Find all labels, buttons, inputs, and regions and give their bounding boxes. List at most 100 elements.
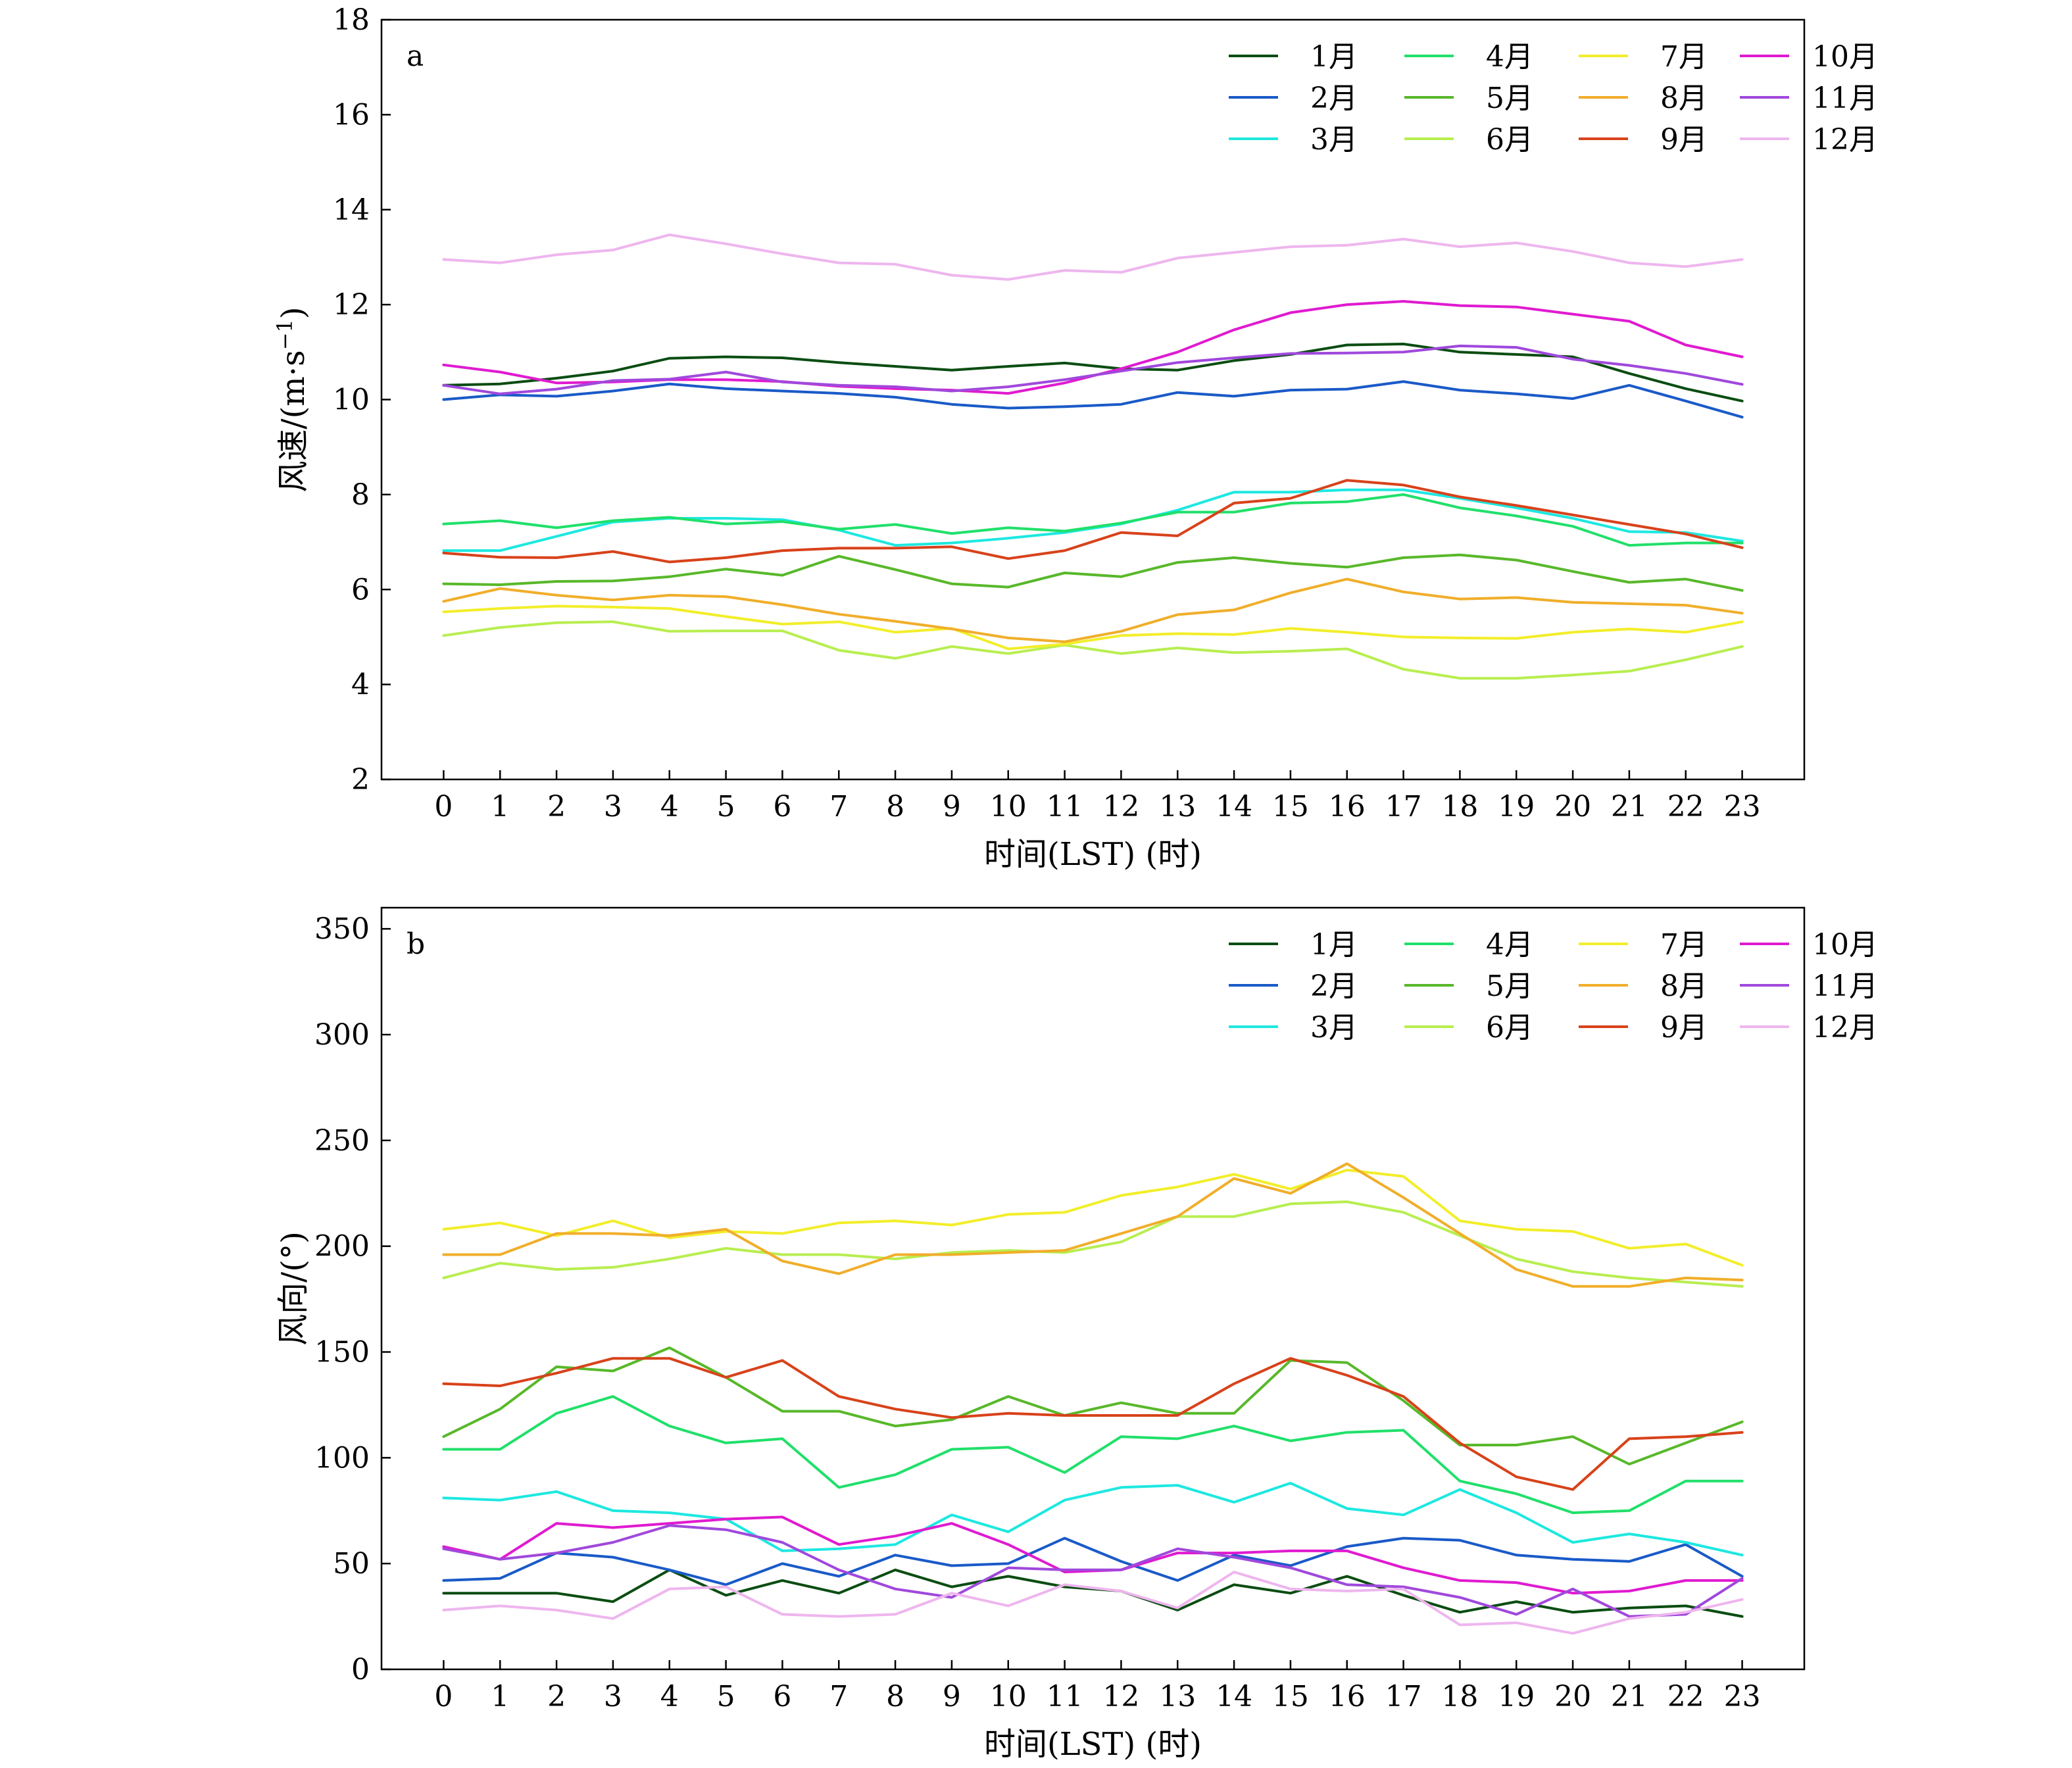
series-line-8 bbox=[442, 1162, 1744, 1288]
x-tick-label: 22 bbox=[1667, 1680, 1704, 1713]
x-tick-label: 4 bbox=[660, 1680, 679, 1713]
legend-label: 8月 bbox=[1660, 970, 1708, 1003]
series-line-2 bbox=[442, 380, 1744, 419]
series-line-1 bbox=[442, 1568, 1744, 1618]
legend-label: 9月 bbox=[1660, 1011, 1708, 1044]
y-tick-label: 150 bbox=[314, 1336, 370, 1369]
x-tick-label: 0 bbox=[434, 1680, 453, 1713]
y-tick-label: 100 bbox=[314, 1441, 370, 1475]
legend-label: 8月 bbox=[1660, 82, 1708, 115]
x-tick-label: 16 bbox=[1329, 790, 1366, 823]
legend-label: 6月 bbox=[1486, 123, 1533, 157]
series-line-9 bbox=[442, 1357, 1744, 1491]
x-tick-label: 3 bbox=[604, 790, 622, 823]
y-tick-label: 200 bbox=[314, 1230, 370, 1264]
series-line-11 bbox=[442, 344, 1744, 395]
y-tick-label: 8 bbox=[351, 478, 370, 512]
x-tick-label: 14 bbox=[1216, 1680, 1252, 1713]
series-line-6 bbox=[442, 1200, 1744, 1288]
x-tick-label: 23 bbox=[1724, 790, 1761, 823]
y-tick-label: 50 bbox=[333, 1547, 370, 1581]
series-line-1 bbox=[442, 343, 1744, 403]
x-tick-label: 13 bbox=[1159, 1680, 1196, 1713]
legend-label: 4月 bbox=[1486, 40, 1533, 74]
x-tick-label: 5 bbox=[717, 790, 735, 823]
x-tick-label: 14 bbox=[1216, 790, 1252, 823]
legend-label: 10月 bbox=[1812, 928, 1878, 962]
legend-label: 4月 bbox=[1486, 928, 1533, 962]
x-axis-label: 时间(LST) (时) bbox=[984, 836, 1202, 873]
x-tick-label: 18 bbox=[1441, 1680, 1478, 1713]
series-line-2 bbox=[442, 1536, 1744, 1586]
x-tick-label: 5 bbox=[717, 1680, 735, 1713]
legend-label: 12月 bbox=[1812, 1011, 1878, 1044]
panel-label: b bbox=[407, 927, 425, 961]
x-tick-label: 20 bbox=[1554, 1680, 1591, 1713]
legend: 1月 2月 3月 4月 5月 6月 7月 8月 9月 10月 11月 12月 bbox=[1229, 928, 1878, 1044]
x-tick-label: 9 bbox=[943, 790, 961, 823]
series-line-6 bbox=[442, 620, 1744, 680]
plot-frame bbox=[380, 906, 1806, 1671]
series-line-5 bbox=[442, 1346, 1744, 1465]
legend-label: 2月 bbox=[1310, 970, 1358, 1003]
x-tick-label: 6 bbox=[773, 1680, 791, 1713]
x-tick-label: 11 bbox=[1047, 1680, 1083, 1713]
legend-label: 12月 bbox=[1812, 123, 1878, 157]
legend-label: 7月 bbox=[1660, 40, 1708, 74]
legend-label: 5月 bbox=[1486, 970, 1533, 1003]
y-tick-label: 2 bbox=[351, 763, 370, 797]
legend-label: 3月 bbox=[1310, 1011, 1358, 1044]
x-tick-label: 7 bbox=[829, 790, 848, 823]
y-tick-label: 0 bbox=[351, 1653, 370, 1686]
x-tick-label: 21 bbox=[1611, 1680, 1648, 1713]
legend-label: 11月 bbox=[1812, 970, 1878, 1003]
x-tick-label: 9 bbox=[943, 1680, 961, 1713]
x-tick-label: 8 bbox=[886, 790, 904, 823]
y-axis-label: 风速/(m·s−1) bbox=[272, 307, 312, 492]
series-line-3 bbox=[442, 1481, 1744, 1557]
series-line-7 bbox=[442, 1168, 1744, 1267]
series-line-9 bbox=[442, 479, 1744, 564]
series-line-11 bbox=[442, 1524, 1744, 1618]
x-tick-label: 4 bbox=[660, 790, 679, 823]
legend-label: 9月 bbox=[1660, 123, 1708, 157]
x-tick-label: 17 bbox=[1385, 790, 1422, 823]
x-tick-label: 20 bbox=[1554, 790, 1591, 823]
legend-label: 2月 bbox=[1310, 82, 1358, 115]
y-tick-label: 12 bbox=[333, 288, 370, 322]
x-tick-label: 15 bbox=[1272, 1680, 1309, 1713]
panel-b-wind-direction: 0 1 2 3 4 5 6 7 8 9 10 11 12 13 14 15 16 17 18 19 20 21 22 2305… bbox=[275, 906, 1878, 1763]
x-axis-label: 时间(LST) (时) bbox=[984, 1726, 1202, 1763]
y-tick-label: 350 bbox=[314, 912, 370, 946]
series-line-5 bbox=[442, 553, 1744, 592]
x-tick-label: 10 bbox=[990, 1680, 1027, 1713]
x-tick-label: 15 bbox=[1272, 790, 1309, 823]
x-tick-label: 16 bbox=[1329, 1680, 1366, 1713]
legend-label: 6月 bbox=[1486, 1011, 1533, 1044]
y-tick-label: 4 bbox=[351, 668, 370, 702]
legend-label: 7月 bbox=[1660, 928, 1708, 962]
x-tick-label: 11 bbox=[1047, 790, 1083, 823]
y-tick-label: 250 bbox=[314, 1124, 370, 1158]
x-tick-label: 22 bbox=[1667, 790, 1704, 823]
legend-label: 11月 bbox=[1812, 82, 1878, 115]
plot-frame bbox=[380, 18, 1806, 781]
x-tick-label: 6 bbox=[773, 790, 791, 823]
y-tick-label: 16 bbox=[333, 98, 370, 132]
series-line-4 bbox=[442, 493, 1744, 547]
legend-label: 10月 bbox=[1812, 40, 1878, 74]
legend-label: 1月 bbox=[1310, 40, 1358, 74]
panel-label: a bbox=[407, 39, 424, 73]
x-tick-label: 18 bbox=[1441, 790, 1478, 823]
series-line-12 bbox=[442, 1571, 1744, 1635]
y-axis-label: 风向/(°) bbox=[275, 1231, 312, 1346]
series-line-7 bbox=[442, 604, 1744, 651]
y-tick-label: 14 bbox=[333, 193, 370, 227]
x-tick-label: 10 bbox=[990, 790, 1027, 823]
x-tick-label: 19 bbox=[1498, 1680, 1535, 1713]
x-tick-label: 1 bbox=[491, 790, 509, 823]
legend-label: 1月 bbox=[1310, 928, 1358, 962]
y-tick-label: 6 bbox=[351, 573, 370, 606]
x-tick-label: 19 bbox=[1498, 790, 1535, 823]
